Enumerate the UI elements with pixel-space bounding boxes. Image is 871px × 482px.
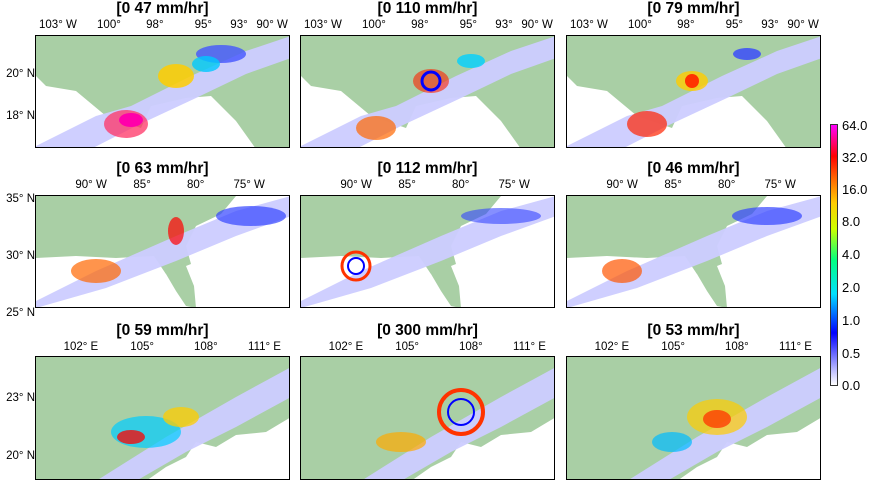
panel-title: [0 110 mm/hr] [377, 0, 478, 17]
map-svg [301, 196, 554, 307]
map-svg [567, 357, 820, 479]
x-tick: 98° [677, 19, 695, 31]
map-svg [567, 36, 820, 147]
map-svg [36, 196, 289, 307]
panel-title: [0 300 mm/hr] [377, 322, 478, 339]
x-tick: 80° [451, 179, 470, 191]
x-tick: 105° [661, 341, 685, 353]
x-tick: 102° E [63, 341, 99, 353]
x-tick: 90° W [75, 179, 107, 191]
x-tick: 103° W [304, 19, 342, 31]
x-tick: 100° [628, 19, 652, 31]
x-tick: 90° W [340, 179, 372, 191]
map-svg [36, 357, 289, 479]
y-tick: 23° N [6, 392, 35, 404]
x-tick: 108° [724, 341, 749, 353]
x-ticks: 103° W 100° 98° 95° 93° 90° W [300, 19, 555, 33]
map-area [566, 195, 821, 308]
x-tick: 90° W [787, 19, 819, 31]
x-tick: 85° [398, 179, 416, 191]
map-area [566, 356, 821, 480]
x-tick: 108° [458, 341, 483, 353]
x-tick: 105° [130, 341, 154, 353]
x-ticks: 103° W 100° 98° 95° 93° 90° W [35, 19, 290, 33]
map-area [300, 195, 555, 308]
y-tick: 20° N [6, 450, 35, 462]
x-tick: 90° W [256, 19, 288, 31]
x-ticks: 90° W 85° 80° 75° W [566, 179, 821, 193]
x-tick: 105° [395, 341, 419, 353]
x-tick: 95° [194, 19, 212, 31]
x-tick: 80° [186, 179, 205, 191]
x-ticks: 102° E 105° 108° 111° E [300, 341, 555, 355]
map-svg [36, 36, 289, 147]
x-tick: 93° [495, 19, 513, 31]
map-area [300, 35, 555, 148]
map-area [300, 356, 555, 480]
map-svg [301, 357, 554, 479]
colorbar-label: 8.0 [842, 214, 861, 229]
colorbar-label: 0.0 [842, 378, 861, 393]
x-tick: 75° W [233, 179, 265, 191]
colorbar-label: 16.0 [842, 182, 868, 197]
x-tick: 75° W [498, 179, 530, 191]
panel-title: [0 112 mm/hr] [377, 160, 478, 177]
x-tick: 95° [459, 19, 477, 31]
x-tick: 95° [725, 19, 743, 31]
x-tick: 108° [193, 341, 218, 353]
x-tick: 93° [761, 19, 779, 31]
x-tick: 90° W [606, 179, 638, 191]
x-tick: 102° E [594, 341, 630, 353]
x-ticks: 90° W 85° 80° 75° W [300, 179, 555, 193]
x-ticks: 103° W 100° 98° 95° 93° 90° W [566, 19, 821, 33]
colorbar-label: 32.0 [842, 150, 868, 165]
colorbar [830, 124, 838, 386]
panel-title: [0 63 mm/hr] [116, 160, 209, 177]
x-tick: 75° W [764, 179, 796, 191]
x-tick: 90° W [521, 19, 553, 31]
x-tick: 85° [133, 179, 151, 191]
y-tick: 25° N [6, 307, 35, 319]
map-svg [567, 196, 820, 307]
x-tick: 93° [230, 19, 248, 31]
y-tick: 20° N [6, 68, 35, 80]
map-area [35, 195, 290, 308]
map-area [566, 35, 821, 148]
map-area [35, 35, 290, 148]
x-tick: 111° E [779, 341, 812, 353]
colorbar-label: 1.0 [842, 313, 861, 328]
colorbar-label: 2.0 [842, 280, 861, 295]
colorbar-label: 64.0 [842, 118, 868, 133]
x-tick: 111° E [248, 341, 281, 353]
x-ticks: 90° W 85° 80° 75° W [35, 179, 290, 193]
x-tick: 98° [411, 19, 429, 31]
y-tick: 18° N [6, 110, 35, 122]
x-tick: 111° E [513, 341, 546, 353]
map-svg [301, 36, 554, 147]
x-ticks: 102° E 105° 108° 111° E [566, 341, 821, 355]
panel-title: [0 79 mm/hr] [647, 0, 740, 17]
y-tick: 35° N [6, 193, 35, 205]
x-ticks: 102° E 105° 108° 111° E [35, 341, 290, 355]
panel-title: [0 59 mm/hr] [116, 322, 209, 339]
x-tick: 85° [664, 179, 682, 191]
colorbar-label: 4.0 [842, 247, 861, 262]
panel-title: [0 47 mm/hr] [116, 0, 209, 17]
y-tick: 30° N [6, 250, 35, 262]
x-tick: 98° [146, 19, 164, 31]
x-tick: 103° W [570, 19, 608, 31]
panel-title: [0 46 mm/hr] [647, 160, 740, 177]
panel-title: [0 53 mm/hr] [647, 322, 740, 339]
x-tick: 100° [97, 19, 121, 31]
x-tick: 100° [362, 19, 386, 31]
colorbar-label: 0.5 [842, 346, 861, 361]
x-tick: 102° E [328, 341, 364, 353]
x-tick: 80° [717, 179, 736, 191]
map-area [35, 356, 290, 480]
x-tick: 103° W [39, 19, 77, 31]
